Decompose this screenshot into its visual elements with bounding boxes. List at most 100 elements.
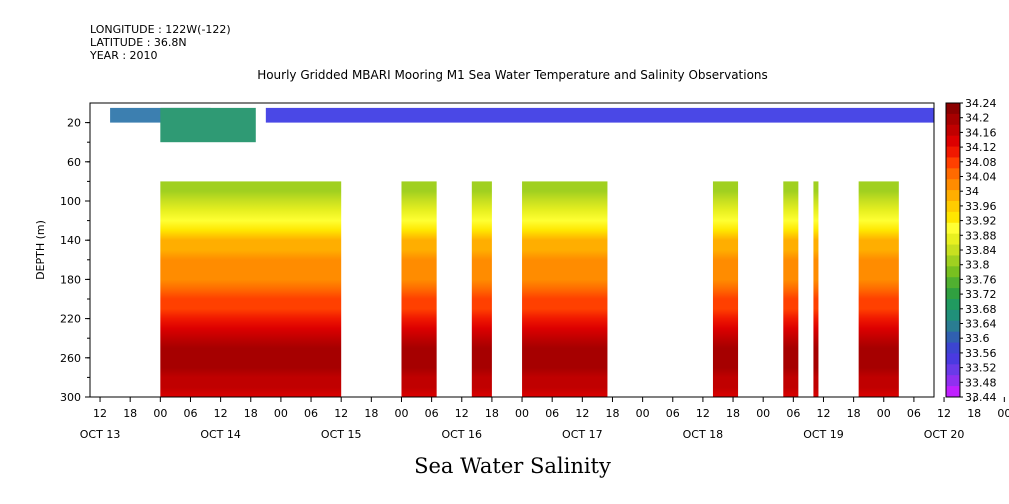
y-tick-label: 260 <box>60 352 81 365</box>
y-axis-title: DEPTH (m) <box>34 220 47 280</box>
colorbar-swatch <box>946 179 960 191</box>
colorbar-swatch <box>946 353 960 365</box>
colorbar-label: 33.92 <box>965 215 997 228</box>
x-date-label: OCT 19 <box>803 428 844 441</box>
colorbar-label: 33.76 <box>965 273 997 286</box>
x-tick-label: 18 <box>123 407 137 420</box>
colorbar-swatch <box>946 113 960 126</box>
salinity-segment <box>160 181 342 397</box>
x-tick-label: 00 <box>515 407 529 420</box>
x-date-label: OCT 20 <box>924 428 965 441</box>
x-tick-label: 06 <box>425 407 439 420</box>
x-date-label: OCT 18 <box>683 428 724 441</box>
longitude-label: LONGITUDE : 122W(-122) <box>90 23 231 36</box>
colorbar-swatch <box>946 375 960 387</box>
x-tick-label: 12 <box>575 407 589 420</box>
x-tick-label: 00 <box>636 407 650 420</box>
colorbar-label: 33.44 <box>965 391 997 404</box>
colorbar-swatch <box>946 309 960 322</box>
year-label: YEAR : 2010 <box>90 49 158 62</box>
x-tick-label: 18 <box>605 407 619 420</box>
x-tick-label: 12 <box>816 407 830 420</box>
colorbar-label: 33.96 <box>965 200 997 213</box>
colorbar-label: 33.48 <box>965 376 997 389</box>
colorbar-swatch <box>946 266 960 278</box>
y-tick-label: 220 <box>60 313 81 326</box>
x-axis-title: Sea Water Salinity <box>414 454 611 478</box>
colorbar-swatch <box>946 288 960 300</box>
colorbar-label: 34.08 <box>965 156 997 169</box>
salinity-segment <box>813 181 819 397</box>
colorbar-swatch <box>946 168 960 180</box>
y-tick-label: 180 <box>60 273 81 286</box>
x-tick-label: 12 <box>93 407 107 420</box>
x-tick-label: 06 <box>545 407 559 420</box>
colorbar-label: 33.52 <box>965 362 997 375</box>
x-tick-label: 18 <box>847 407 861 420</box>
x-tick-label: 06 <box>786 407 800 420</box>
x-tick-label: 12 <box>334 407 348 420</box>
colorbar-label: 34.12 <box>965 141 997 154</box>
x-tick-label: 12 <box>214 407 228 420</box>
colorbar-label: 33.68 <box>965 303 997 316</box>
x-tick-label: 18 <box>967 407 981 420</box>
colorbar-swatch <box>946 157 960 169</box>
surface-band <box>265 107 934 123</box>
colorbar-label: 33.56 <box>965 347 997 360</box>
x-tick-label: 00 <box>877 407 891 420</box>
x-date-label: OCT 17 <box>562 428 603 441</box>
colorbar-swatch <box>946 146 960 158</box>
colorbar-swatch <box>946 135 960 148</box>
y-tick-label: 60 <box>67 156 81 169</box>
salinity-segment <box>783 181 799 397</box>
colorbar-label: 33.84 <box>965 244 997 257</box>
shallow-band-oct14 <box>160 107 256 143</box>
y-tick-label: 140 <box>60 234 81 247</box>
x-date-label: OCT 14 <box>200 428 241 441</box>
y-tick-label: 100 <box>60 195 81 208</box>
colorbar-swatch <box>946 299 960 311</box>
x-tick-label: 12 <box>696 407 710 420</box>
x-tick-label: 12 <box>937 407 951 420</box>
colorbar-swatch <box>946 103 960 115</box>
x-tick-label: 00 <box>153 407 167 420</box>
colorbar-label: 34.24 <box>965 97 997 110</box>
colorbar-label: 34.16 <box>965 126 997 139</box>
colorbar-label: 33.64 <box>965 318 997 331</box>
y-tick-label: 300 <box>60 391 81 404</box>
x-date-label: OCT 16 <box>441 428 482 441</box>
colorbar-swatch <box>946 255 960 267</box>
x-tick-label: 18 <box>364 407 378 420</box>
colorbar-label: 33.88 <box>965 229 997 242</box>
colorbar-swatch <box>946 201 960 213</box>
x-tick-label: 00 <box>274 407 288 420</box>
x-tick-label: 18 <box>726 407 740 420</box>
x-tick-label: 06 <box>907 407 921 420</box>
plot-frame <box>89 102 935 398</box>
x-date-label: OCT 13 <box>80 428 121 441</box>
colorbar-swatch <box>946 124 960 137</box>
colorbar-label: 34.04 <box>965 171 997 184</box>
x-tick-label: 18 <box>485 407 499 420</box>
x-tick-label: 18 <box>244 407 258 420</box>
colorbar-label: 34 <box>965 185 979 198</box>
x-tick-label: 00 <box>756 407 770 420</box>
x-date-label: OCT 15 <box>321 428 362 441</box>
colorbar-label: 33.72 <box>965 288 997 301</box>
salinity-segment <box>471 181 492 397</box>
x-tick-label: 00 <box>394 407 408 420</box>
colorbar-swatch <box>946 320 960 333</box>
chart-title: Hourly Gridded MBARI Mooring M1 Sea Wate… <box>257 68 768 82</box>
colorbar-swatch <box>946 211 960 224</box>
x-tick-label: 06 <box>666 407 680 420</box>
colorbar-swatch <box>946 364 960 376</box>
colorbar-label: 34.2 <box>965 112 990 125</box>
colorbar-swatch <box>946 233 960 246</box>
colorbar-label: 33.8 <box>965 259 990 272</box>
x-tick-label: 06 <box>183 407 197 420</box>
colorbar-swatch <box>946 331 960 344</box>
colorbar-swatch <box>946 222 960 235</box>
salinity-segment <box>522 181 608 397</box>
colorbar-swatch <box>946 244 960 256</box>
